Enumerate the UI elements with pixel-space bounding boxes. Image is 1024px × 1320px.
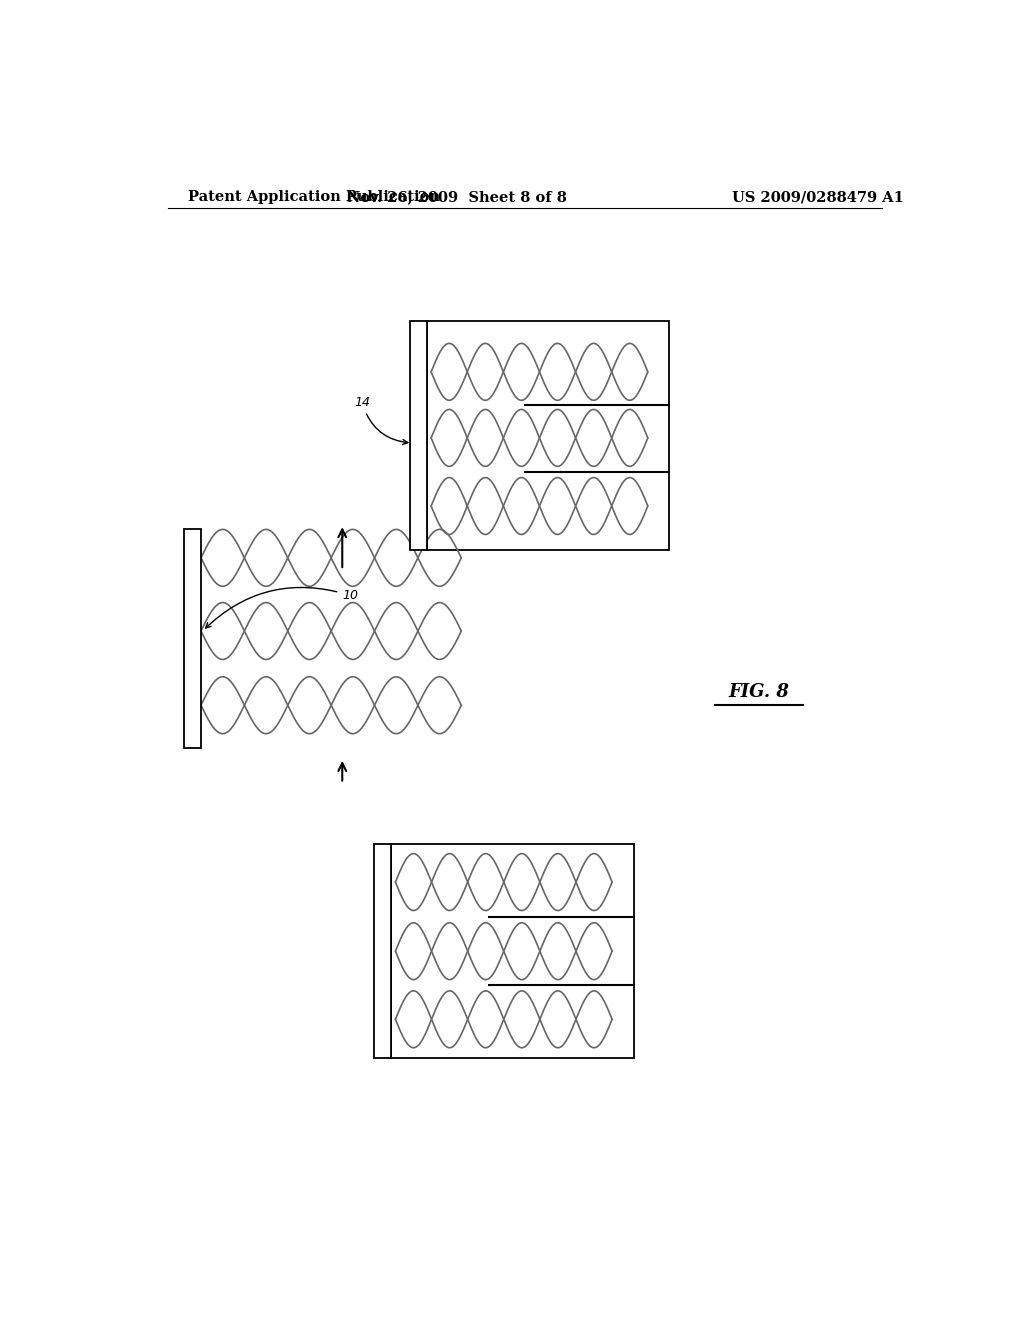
- Text: FIG. 8: FIG. 8: [728, 682, 790, 701]
- Bar: [427, 321, 670, 549]
- Bar: [410, 321, 427, 549]
- Bar: [183, 529, 201, 748]
- Text: 10: 10: [206, 587, 358, 628]
- Bar: [374, 845, 391, 1057]
- Text: 14: 14: [354, 396, 408, 445]
- Text: Nov. 26, 2009  Sheet 8 of 8: Nov. 26, 2009 Sheet 8 of 8: [347, 190, 567, 205]
- Text: Patent Application Publication: Patent Application Publication: [187, 190, 439, 205]
- Text: US 2009/0288479 A1: US 2009/0288479 A1: [732, 190, 904, 205]
- Bar: [391, 845, 634, 1057]
